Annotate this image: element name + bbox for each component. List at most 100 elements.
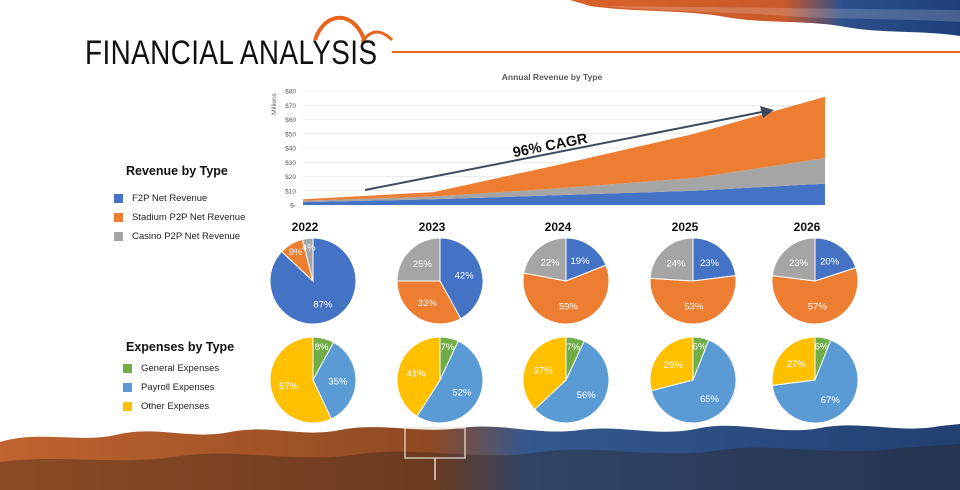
pie-slice-f2p-net-revenue xyxy=(439,237,484,320)
area-series-stadium-p2p-net-revenue xyxy=(303,96,825,201)
pie-label: 6% xyxy=(815,342,829,353)
y-tick-label: $70 xyxy=(285,103,296,110)
pie-year-label: 2024 xyxy=(545,220,572,234)
pie-label: 22% xyxy=(541,257,561,268)
pie-slice-f2p-net-revenue xyxy=(692,237,737,282)
pie-slice-f2p-net-revenue xyxy=(565,237,607,282)
legend-label: Payroll Expenses xyxy=(141,382,215,393)
y-tick-label: $60 xyxy=(285,117,296,124)
pie-label: 7% xyxy=(441,342,455,353)
revenue-pies: 87% 9% 4% 42% 33% 25% 19% 59% 22% 23% 53% 24% 20% 57%… xyxy=(269,237,859,325)
pie-slice-payroll-expenses xyxy=(650,339,737,424)
pie-slice-other-expenses xyxy=(396,336,441,417)
legend-swatch xyxy=(114,213,123,222)
expenses-legend-title: Expenses by Type xyxy=(126,340,235,354)
pie-slice-casino-p2p-net-revenue xyxy=(301,237,314,282)
legend-swatch xyxy=(114,232,123,241)
page-title: FINANCIAL ANALYSIS xyxy=(85,34,378,72)
area-chart: Annual Revenue by Type Millions $- $10 $20… xyxy=(271,72,825,210)
top-banner-decoration xyxy=(570,0,960,36)
pie-label: 56% xyxy=(577,390,597,401)
pie-slice-casino-p2p-net-revenue xyxy=(523,237,567,282)
legend-label: Other Expenses xyxy=(141,401,210,412)
y-tick-label: $50 xyxy=(285,131,296,138)
legend-swatch xyxy=(123,402,132,411)
legend-item-casino: Casino P2P Net Revenue xyxy=(114,231,240,242)
legend-swatch xyxy=(114,194,123,203)
legend-item-f2p: F2P Net Revenue xyxy=(114,193,207,204)
pie-label: 37% xyxy=(534,366,554,377)
pie-slice-other-expenses xyxy=(522,336,567,411)
pie-label: 25% xyxy=(413,259,433,270)
pie-slice-other-expenses xyxy=(649,336,694,392)
legend-label: Casino P2P Net Revenue xyxy=(132,231,241,242)
title-swoosh xyxy=(313,15,960,53)
revenue-legend-title: Revenue by Type xyxy=(126,164,228,178)
pie-label: 52% xyxy=(452,388,472,399)
crowd-footer-decoration xyxy=(0,424,960,490)
area-series xyxy=(303,96,825,205)
area-chart-ylabel: Millions xyxy=(271,92,278,114)
legend-label: Stadium P2P Net Revenue xyxy=(132,212,246,223)
pie-label: 27% xyxy=(787,359,807,370)
pie-slice-stadium-p2p-net-revenue xyxy=(522,264,610,325)
pie-label: 9% xyxy=(289,247,303,258)
y-tick-label: $- xyxy=(290,203,296,210)
pie-label: 42% xyxy=(455,270,475,281)
pie-label: 6% xyxy=(693,342,707,353)
pie-label: 23% xyxy=(700,258,720,269)
pie-label: 19% xyxy=(571,256,591,267)
area-y-ticks: $- $10 $20 $30 $40 $50 $60 $70 $80 xyxy=(285,89,296,210)
pie-slice-other-expenses xyxy=(771,336,816,386)
area-series-f2p-net-revenue xyxy=(303,183,825,205)
pie-year-label: 2025 xyxy=(672,220,699,234)
pie-label: 33% xyxy=(418,298,438,309)
y-tick-label: $10 xyxy=(285,188,296,195)
pie-label: 67% xyxy=(821,395,841,406)
legend-label: General Expenses xyxy=(141,363,220,374)
pie-slice-payroll-expenses xyxy=(533,340,610,424)
pie-slice-casino-p2p-net-revenue xyxy=(771,237,816,282)
legend-swatch xyxy=(123,364,132,373)
pie-label: 57% xyxy=(279,381,299,392)
y-tick-label: $30 xyxy=(285,160,296,167)
pie-slice-casino-p2p-net-revenue xyxy=(396,237,441,282)
legend-item-other: Other Expenses xyxy=(123,401,209,412)
pie-slice-payroll-expenses xyxy=(312,341,357,420)
pie-label: 24% xyxy=(666,258,686,269)
pie-label: 87% xyxy=(313,299,333,310)
pie-label: 57% xyxy=(808,301,828,312)
pie-label: 20% xyxy=(820,256,840,267)
legend-item-payroll: Payroll Expenses xyxy=(123,382,214,393)
pie-label: 8% xyxy=(315,342,329,353)
y-tick-label: $40 xyxy=(285,146,296,153)
pie-slice-stadium-p2p-net-revenue xyxy=(771,267,859,325)
pie-label: 4% xyxy=(302,242,316,253)
pie-slice-payroll-expenses xyxy=(416,340,484,424)
pie-slice-stadium-p2p-net-revenue xyxy=(649,275,737,325)
pie-year-label: 2022 xyxy=(292,220,319,234)
pie-slice-other-expenses xyxy=(269,336,332,424)
area-series-casino-p2p-net-revenue xyxy=(303,157,825,203)
pie-label: 23% xyxy=(789,258,809,269)
pie-label: 41% xyxy=(407,369,427,380)
area-chart-title: Annual Revenue by Type xyxy=(502,72,603,82)
pie-slice-stadium-p2p-net-revenue xyxy=(396,280,462,325)
legend-item-general: General Expenses xyxy=(123,363,219,374)
cagr-arrow xyxy=(364,106,774,191)
pie-label: 59% xyxy=(559,301,579,312)
legend-item-stadium: Stadium P2P Net Revenue xyxy=(114,212,245,223)
pie-label: 7% xyxy=(567,342,581,353)
pie-label: 29% xyxy=(664,360,684,371)
pie-slice-casino-p2p-net-revenue xyxy=(649,237,694,282)
pie-year-labels: 2022 2023 2024 2025 2026 xyxy=(292,220,821,234)
pie-label: 65% xyxy=(700,394,720,405)
pie-slice-f2p-net-revenue xyxy=(814,237,857,282)
legend-label: F2P Net Revenue xyxy=(132,193,208,204)
pie-label: 53% xyxy=(684,301,704,312)
expense-pies: 8% 35% 57% 7% 52% 41% 7% 56% 37% 6% 65% 29% 6% 67% 27% xyxy=(269,336,859,424)
legend-swatch xyxy=(123,383,132,392)
y-tick-label: $80 xyxy=(285,89,296,96)
